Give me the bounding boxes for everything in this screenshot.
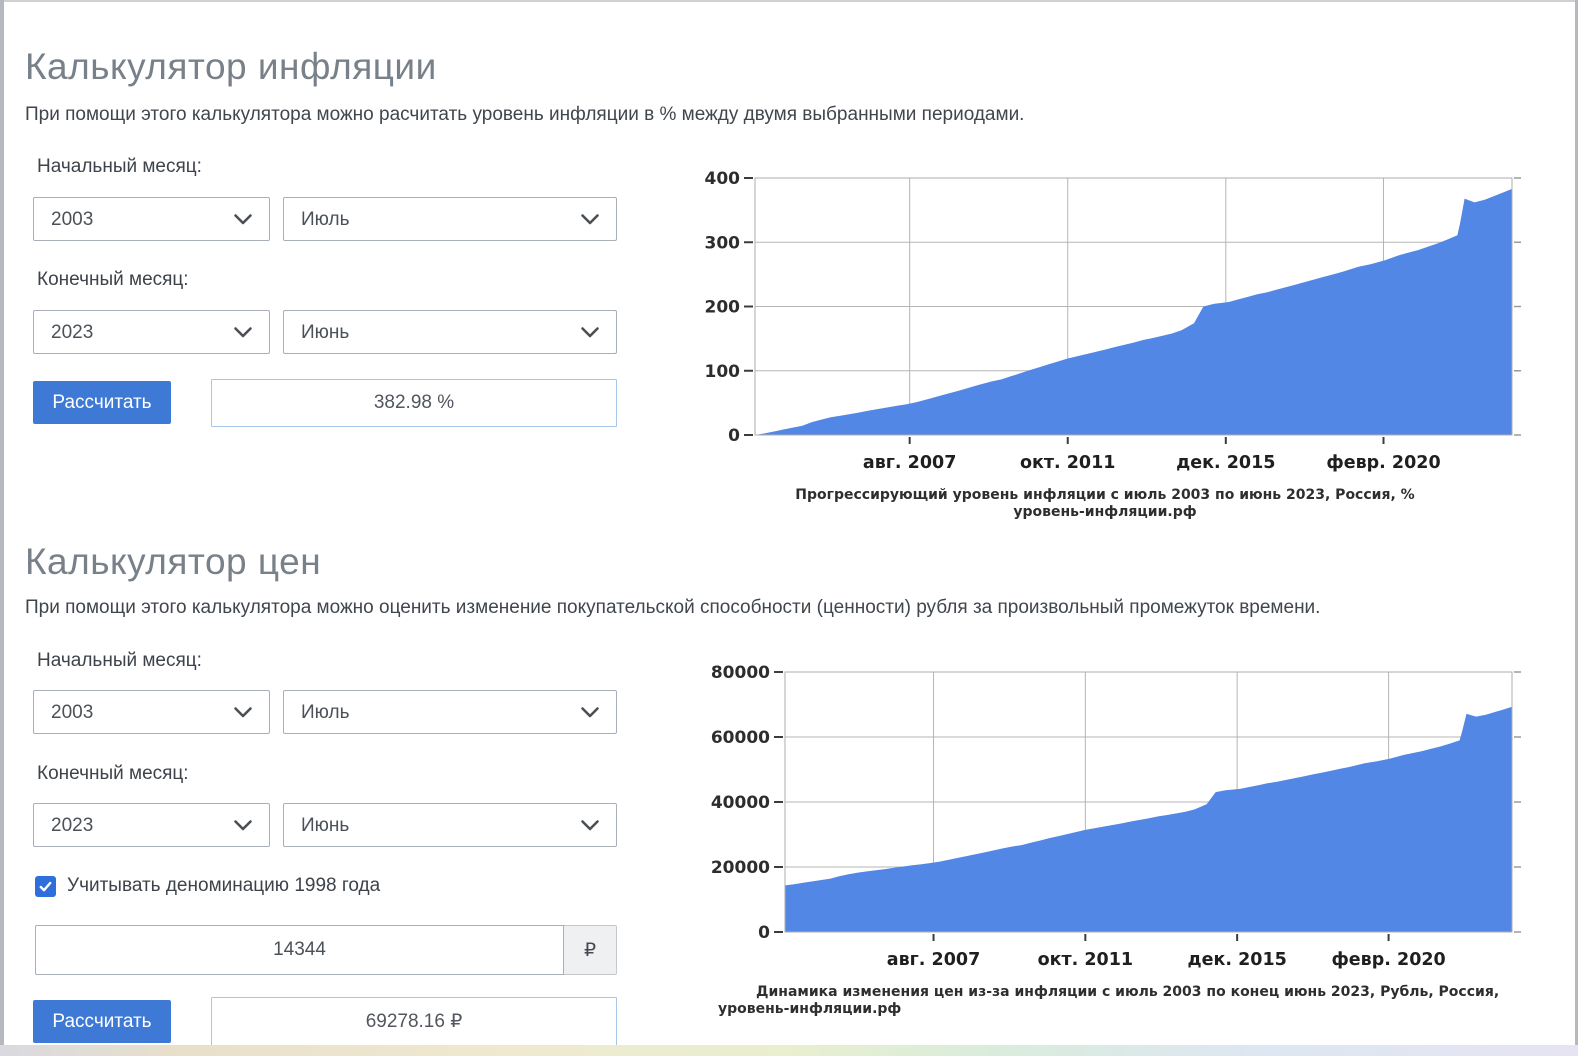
svg-text:февр. 2020: февр. 2020: [1331, 950, 1445, 970]
window-frame-right: [1575, 0, 1578, 1050]
inflation-section-title: Калькулятор инфляции: [25, 46, 437, 87]
chart-caption-title: Динамика изменения цен из-за инфляции с …: [756, 984, 1500, 1000]
price-section-description: При помощи этого калькулятора можно оцен…: [25, 597, 1321, 618]
price-end-year-select-wrap: 2023: [33, 803, 270, 847]
currency-addon: ₽: [564, 925, 617, 975]
denomination-checkbox[interactable]: [35, 876, 56, 897]
svg-text:авг. 2007: авг. 2007: [887, 950, 980, 970]
start-year-select[interactable]: 2003: [33, 197, 270, 241]
inflation-section-description: При помощи этого калькулятора можно расч…: [25, 104, 1025, 125]
svg-text:300: 300: [705, 233, 741, 253]
price-section-title: Калькулятор цен: [25, 541, 322, 582]
window-frame-top: [0, 0, 1578, 2]
inflation-chart: 0 100 200 300 400 авг. 2007 окт. 2011 дек. 2015…: [705, 169, 1521, 473]
end-month-label: Конечный месяц:: [37, 763, 189, 784]
svg-text:дек. 2015: дек. 2015: [1176, 453, 1275, 473]
svg-text:200: 200: [705, 298, 741, 318]
start-month-select-wrap: Июль: [283, 197, 617, 241]
price-start-year-select[interactable]: 2003: [33, 690, 270, 734]
price-end-month-select-wrap: Июнь: [283, 803, 617, 847]
svg-text:окт. 2011: окт. 2011: [1038, 950, 1134, 970]
start-month-label: Начальный месяц:: [37, 650, 202, 671]
chart-caption-title: Прогрессирующий уровень инфляции с июль …: [795, 487, 1415, 503]
start-month-label: Начальный месяц:: [37, 156, 202, 177]
end-year-select[interactable]: 2023: [33, 310, 270, 354]
inflation-result-box: 382.98 %: [211, 379, 617, 427]
ruble-sign: ₽: [583, 939, 597, 961]
price-start-year-select-wrap: 2003: [33, 690, 270, 734]
svg-text:окт. 2011: окт. 2011: [1020, 453, 1116, 473]
chart-caption-source: уровень-инфляции.рф: [1013, 504, 1197, 520]
window-frame-left: [0, 0, 4, 1056]
price-end-year-select[interactable]: 2023: [33, 803, 270, 847]
inflation-chart-caption: Прогрессирующий уровень инфляции с июль …: [735, 487, 1475, 521]
svg-text:20000: 20000: [711, 858, 770, 878]
end-year-select-wrap: 2023: [33, 310, 270, 354]
svg-text:80000: 80000: [711, 663, 770, 683]
price-start-month-select[interactable]: Июль: [283, 690, 617, 734]
checkmark-icon: [39, 881, 52, 892]
price-result-box: 69278.16 ₽: [211, 997, 617, 1047]
svg-text:авг. 2007: авг. 2007: [863, 453, 956, 473]
svg-text:100: 100: [705, 362, 741, 382]
svg-text:400: 400: [705, 169, 741, 189]
start-year-select-wrap: 2003: [33, 197, 270, 241]
price-start-month-select-wrap: Июль: [283, 690, 617, 734]
chart-caption-source: уровень-инфляции.рф: [718, 1001, 902, 1017]
svg-text:60000: 60000: [711, 728, 770, 748]
end-month-select[interactable]: Июнь: [283, 310, 617, 354]
start-month-select[interactable]: Июль: [283, 197, 617, 241]
calculate-price-button[interactable]: Рассчитать: [33, 1000, 171, 1043]
end-month-label: Конечный месяц:: [37, 269, 189, 290]
denomination-checkbox-label[interactable]: Учитывать деноминацию 1998 года: [67, 875, 381, 896]
price-end-month-select[interactable]: Июнь: [283, 803, 617, 847]
end-month-select-wrap: Июнь: [283, 310, 617, 354]
price-chart-caption: Динамика изменения цен из-за инфляции с …: [718, 984, 1508, 1018]
window-bottom-edge: [0, 1045, 1578, 1056]
calculate-inflation-button[interactable]: Рассчитать: [33, 381, 171, 424]
price-chart: 0 20000 40000 60000 80000 авг. 2007 окт. 2011 д…: [711, 663, 1521, 970]
amount-input[interactable]: [35, 925, 564, 975]
svg-text:февр. 2020: февр. 2020: [1326, 453, 1440, 473]
svg-text:0: 0: [728, 426, 740, 446]
svg-text:40000: 40000: [711, 793, 770, 813]
svg-text:дек. 2015: дек. 2015: [1187, 950, 1286, 970]
svg-text:0: 0: [758, 923, 770, 943]
